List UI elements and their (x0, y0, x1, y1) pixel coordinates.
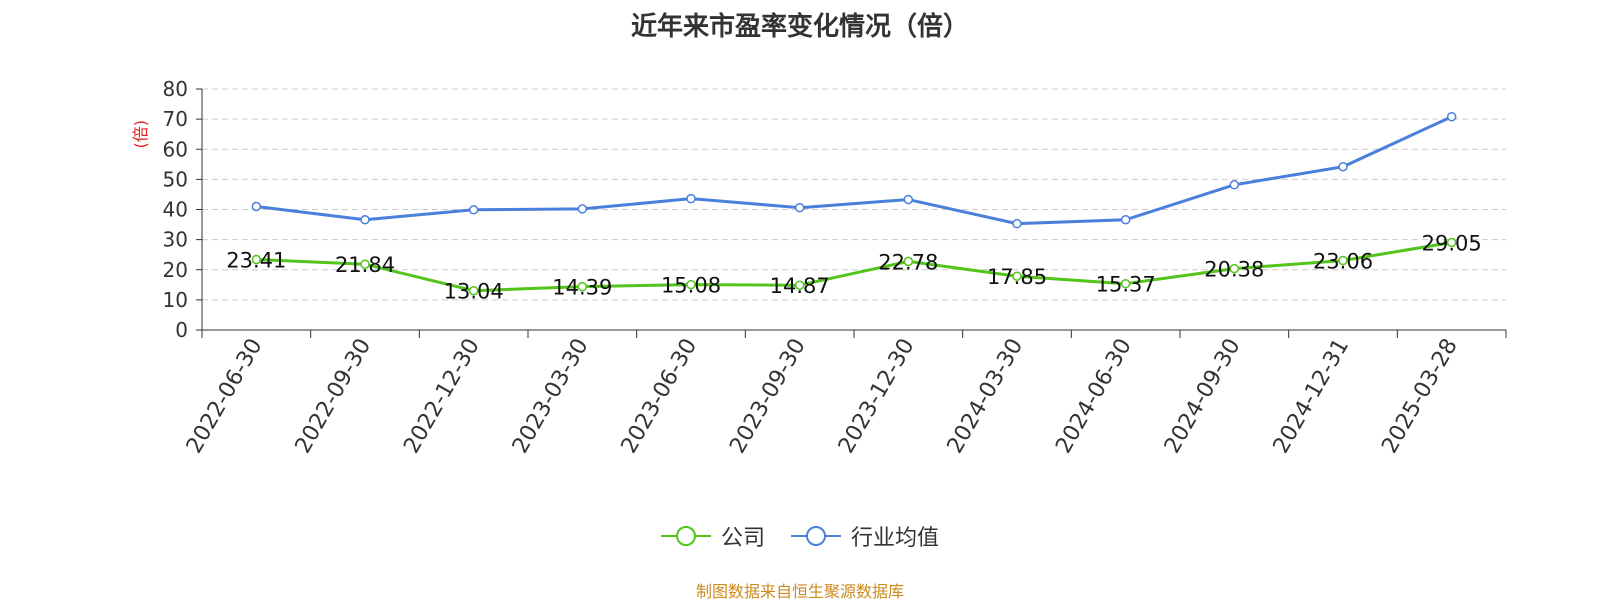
data-labels: 23.41 21.84 13.04 14.39 15.08 14.87 22.78 17.85… (226, 231, 1481, 303)
legend-label: 公司 (720, 526, 765, 551)
data-point[interactable] (251, 201, 262, 212)
data-point[interactable] (686, 193, 696, 204)
legend: 公司 行业均值 (0, 520, 1600, 552)
data-point[interactable] (1338, 161, 1348, 172)
data-point[interactable] (360, 259, 370, 269)
data-point[interactable] (1446, 111, 1457, 122)
legend-marker-icon (660, 526, 711, 546)
data-point[interactable] (468, 205, 479, 215)
data-label: 23.41 (226, 248, 286, 272)
y-tick-label: 40 (163, 198, 188, 222)
x-tick-label: 2023-09-30 (725, 335, 811, 458)
x-tick-label: 2023-06-30 (617, 335, 703, 458)
data-label: 17.85 (987, 265, 1047, 289)
y-tick-label: 80 (163, 77, 188, 101)
data-label: 14.39 (552, 276, 612, 300)
data-point[interactable] (251, 254, 262, 265)
series-line-industry-avg (256, 115, 1453, 226)
data-point[interactable] (577, 204, 588, 214)
x-tick-label: 2023-03-30 (508, 335, 594, 458)
data-label: 13.04 (444, 280, 504, 304)
data-label: 23.06 (1313, 250, 1373, 274)
data-point[interactable] (903, 194, 914, 205)
data-point[interactable] (1338, 255, 1348, 266)
data-point[interactable] (1446, 237, 1457, 248)
data-label: 22.78 (878, 250, 938, 274)
data-point[interactable] (903, 256, 914, 267)
data-point[interactable] (1229, 180, 1240, 190)
legend-item-industry-avg[interactable]: 行业均值 (791, 520, 939, 552)
x-tick-label: 2024-09-30 (1160, 335, 1246, 458)
x-tick-label: 2022-12-30 (399, 335, 485, 458)
data-point[interactable] (1120, 214, 1131, 225)
x-tick-label: 2023-12-30 (834, 335, 920, 458)
data-point[interactable] (686, 279, 696, 290)
y-tick-label: 60 (163, 137, 188, 161)
data-label: 21.84 (335, 253, 395, 277)
x-tick-label: 2022-09-30 (291, 335, 377, 458)
data-point[interactable] (1120, 278, 1131, 289)
y-axis-label: (倍) (131, 120, 150, 149)
legend-item-company[interactable]: 公司 (660, 520, 765, 552)
data-label: 29.05 (1422, 231, 1482, 255)
y-tick-label: 30 (163, 228, 188, 252)
data-label: 20.38 (1204, 258, 1264, 282)
chart-title: 近年来市盈率变化情况（倍） (630, 12, 969, 42)
x-tick-label: 2024-06-30 (1051, 335, 1137, 458)
data-point[interactable] (1229, 263, 1240, 274)
y-tick-label: 70 (163, 107, 188, 131)
data-point[interactable] (1012, 271, 1022, 281)
series-line-company (256, 241, 1452, 293)
x-tick-label: 2022-06-30 (182, 335, 268, 458)
legend-marker-icon (791, 526, 841, 546)
data-label: 15.08 (661, 274, 721, 298)
data-point[interactable] (360, 214, 370, 225)
grid-lines (202, 88, 1506, 301)
data-point[interactable] (1012, 218, 1022, 229)
data-label: 15.37 (1096, 273, 1156, 297)
x-tick-label: 2025-03-28 (1377, 335, 1463, 458)
source-note: 制图数据来自恒生聚源数据库 (695, 582, 904, 601)
x-tick-label: 2024-12-31 (1269, 335, 1355, 458)
x-tick-label: 2024-03-30 (943, 335, 1029, 458)
data-point[interactable] (577, 281, 588, 292)
data-label: 14.87 (770, 274, 830, 298)
y-tick-label: 50 (163, 167, 188, 191)
data-point[interactable] (794, 202, 805, 213)
data-point[interactable] (468, 285, 479, 296)
y-tick-label: 0 (175, 318, 188, 342)
series-lines (251, 111, 1457, 296)
y-tick-label: 20 (163, 258, 188, 282)
legend-label: 行业均值 (851, 526, 940, 551)
y-tick-label: 10 (163, 288, 188, 312)
data-point[interactable] (794, 280, 805, 290)
